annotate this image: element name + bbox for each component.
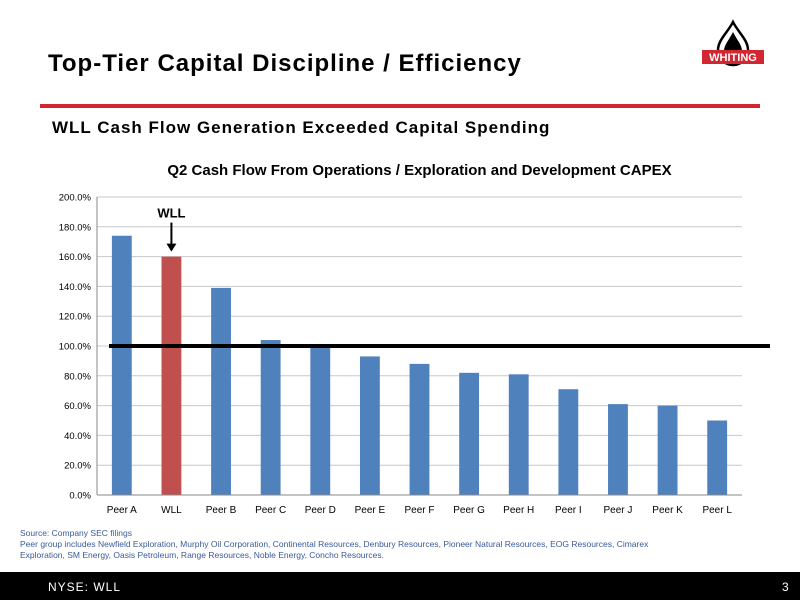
bar-peer-c (260, 340, 281, 495)
wll-annotation-label: WLL (157, 206, 185, 221)
x-axis-tick-labels: Peer A WLL Peer B Peer C Peer D Peer E Peer F P… (107, 505, 733, 516)
bar-peer-b (211, 287, 231, 495)
y-tick-label: 40.0% (64, 431, 91, 442)
slide-subtitle: WLL Cash Flow Generation Exceeded Capita… (52, 118, 551, 137)
footnotes: Source: Company SEC filings Peer group i… (20, 528, 780, 561)
y-tick-label: 140.0% (59, 282, 92, 293)
y-tick-label: 120.0% (59, 312, 92, 323)
peer-note-line2: Exploration, SM Energy, Oasis Petroleum,… (20, 550, 384, 560)
bar-peer-a (111, 235, 132, 496)
wll-annotation-arrowhead-icon (166, 243, 177, 252)
ticker-label: NYSE: WLL (48, 580, 122, 594)
x-tick-label: WLL (161, 505, 182, 516)
peer-note-line1: Peer group includes Newfield Exploration… (20, 539, 649, 549)
bar-peer-f (409, 363, 430, 495)
y-tick-label: 20.0% (64, 461, 91, 472)
y-axis-tick-labels: 0.0% 20.0% 40.0% 60.0% 80.0% 100.0% 120.0% 140.… (59, 193, 92, 502)
page-number: 3 (782, 580, 789, 594)
y-tick-label: 200.0% (59, 193, 92, 204)
y-tick-label: 160.0% (59, 252, 92, 263)
y-tick-label: 0.0% (69, 491, 91, 502)
bars (111, 235, 728, 496)
x-tick-label: Peer C (255, 505, 286, 516)
chart-title: Q2 Cash Flow From Operations / Explorati… (167, 162, 672, 179)
bar-peer-l (707, 420, 728, 495)
x-tick-label: Peer G (453, 505, 485, 516)
x-tick-label: Peer F (404, 505, 434, 516)
company-logo: WHITING (702, 19, 764, 67)
bar-peer-h (508, 374, 529, 495)
bar-wll (161, 256, 182, 495)
x-tick-label: Peer H (503, 505, 534, 516)
bar-peer-d (310, 346, 331, 495)
x-tick-label: Peer A (107, 505, 137, 516)
bar-peer-k (657, 405, 678, 495)
logo-banner (702, 50, 764, 64)
x-tick-label: Peer B (206, 505, 237, 516)
source-note: Source: Company SEC filings (20, 528, 132, 538)
x-tick-label: Peer L (702, 505, 732, 516)
y-tick-label: 60.0% (64, 401, 91, 412)
logo-drop-icon (716, 19, 750, 67)
header-divider (40, 104, 760, 108)
y-tick-label: 80.0% (64, 371, 91, 382)
bar-peer-e (359, 356, 380, 495)
bar-peer-j (608, 404, 628, 495)
bar-peer-i (558, 389, 579, 495)
bar-peer-g (459, 372, 480, 495)
x-tick-label: Peer I (555, 505, 582, 516)
x-tick-label: Peer E (355, 505, 386, 516)
footer-bar: NYSE: WLL 3 (0, 572, 800, 600)
x-tick-label: Peer D (305, 505, 336, 516)
logo-text: WHITING (709, 52, 757, 64)
y-tick-label: 100.0% (59, 342, 92, 353)
x-tick-label: Peer K (652, 505, 683, 516)
slide-title: Top-Tier Capital Discipline / Efficiency (48, 50, 522, 77)
y-tick-label: 180.0% (59, 222, 92, 233)
x-tick-label: Peer J (604, 505, 633, 516)
